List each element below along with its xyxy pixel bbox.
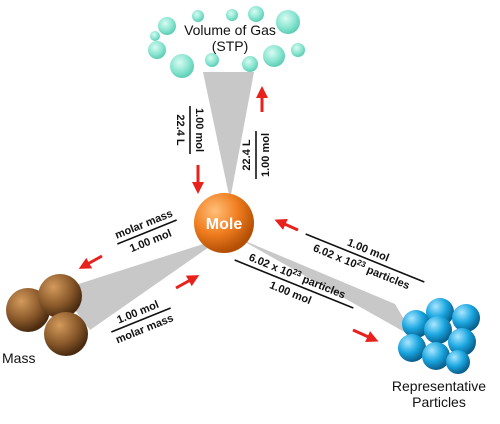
factor-mole-to-mass: molar mass 1.00 mol [113, 208, 177, 255]
particles-spheres-icon [398, 298, 480, 374]
arrow-mole-to-particles [352, 328, 379, 343]
fraction-bar [111, 307, 171, 333]
volume-of-gas-label: Volume of Gas (STP) [160, 22, 300, 54]
representative-particles-line1: Representative [391, 378, 487, 394]
factor-mole-to-gas: 22.4 L 1.00 mol [241, 131, 272, 179]
representative-particles-line2: Particles [412, 394, 466, 411]
connector-right [238, 238, 415, 338]
factor-denominator: 22.4 L [174, 114, 186, 145]
arrow-mole-to-mass [78, 254, 103, 269]
arrow-particles-to-mole [274, 218, 299, 232]
mole-label: Mole [206, 216, 243, 233]
arrow-mass-to-mole [175, 275, 200, 290]
representative-particles-label: Representative Particles [380, 378, 498, 410]
connector-left [60, 238, 222, 330]
mass-label: Mass [2, 350, 36, 366]
factor-gas-to-mole: 1.00 mol 22.4 L [174, 106, 205, 154]
fraction-bar [234, 259, 354, 309]
volume-of-gas-line2: (STP) [211, 38, 249, 55]
factor-numerator-exponent: 23 [291, 267, 303, 279]
fraction-bar [305, 233, 425, 283]
connector-top [203, 72, 254, 200]
fraction-bar [117, 219, 177, 245]
factor-numerator: 1.00 mol [193, 108, 205, 152]
factor-denominator-exponent: 23 [356, 258, 368, 270]
factor-denominator: 1.00 mol [260, 133, 272, 177]
factor-numerator: 22.4 L [241, 139, 253, 170]
mass-spheres-icon [6, 274, 88, 356]
mole-sphere [194, 193, 254, 253]
volume-of-gas-line1: Volume of Gas [184, 22, 276, 38]
gas-bubbles-icon [148, 6, 305, 78]
